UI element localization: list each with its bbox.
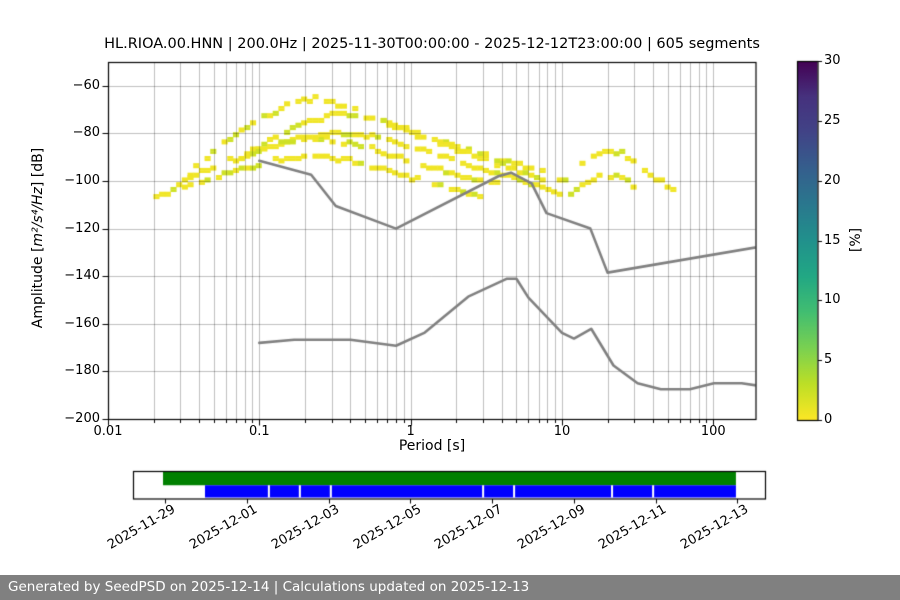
colorbar-tick-label: 0 [824,412,833,427]
y-tick-label: −100 [64,173,100,188]
plot-title: HL.RIOA.00.HNN | 200.0Hz | 2025-11-30T00… [104,36,760,52]
colorbar-tick-label: 30 [824,53,841,68]
y-tick-label: −180 [64,363,100,379]
y-tick-label: −200 [64,411,100,426]
y-axis-label-suffix: ] [dB] [30,147,46,188]
footer-bar: Generated by SeedPSD on 2025-12-14 | Cal… [0,575,900,600]
colorbar-tick-label: 15 [824,232,841,248]
colorbar-tick-label: 25 [824,112,841,128]
y-tick-label: −140 [64,268,100,284]
x-tick-label: 0.01 [93,424,123,439]
x-tick-label: 100 [700,424,726,439]
y-tick-label: −60 [72,77,100,93]
x-tick-label: 0.1 [248,424,270,439]
y-axis-label-math: m²/s⁴/Hz [30,187,46,247]
x-axis-label: Period [s] [398,438,466,454]
colorbar-tick-label: 20 [824,172,841,188]
y-tick-label: −80 [72,125,100,141]
y-tick-label: −160 [64,315,100,331]
ppsd-plot-canvas [0,0,900,575]
y-tick-label: −120 [64,220,100,236]
colorbar-tick-label: 5 [824,352,833,368]
footer-text: Generated by SeedPSD on 2025-12-14 | Cal… [8,579,530,595]
x-tick-label: 10 [553,424,571,439]
x-tick-label: 1 [406,424,415,439]
colorbar-tick-label: 10 [824,292,841,308]
y-axis-label-prefix: Amplitude [ [30,246,46,329]
y-axis-label: Amplitude [m²/s⁴/Hz] [dB] [30,148,46,328]
